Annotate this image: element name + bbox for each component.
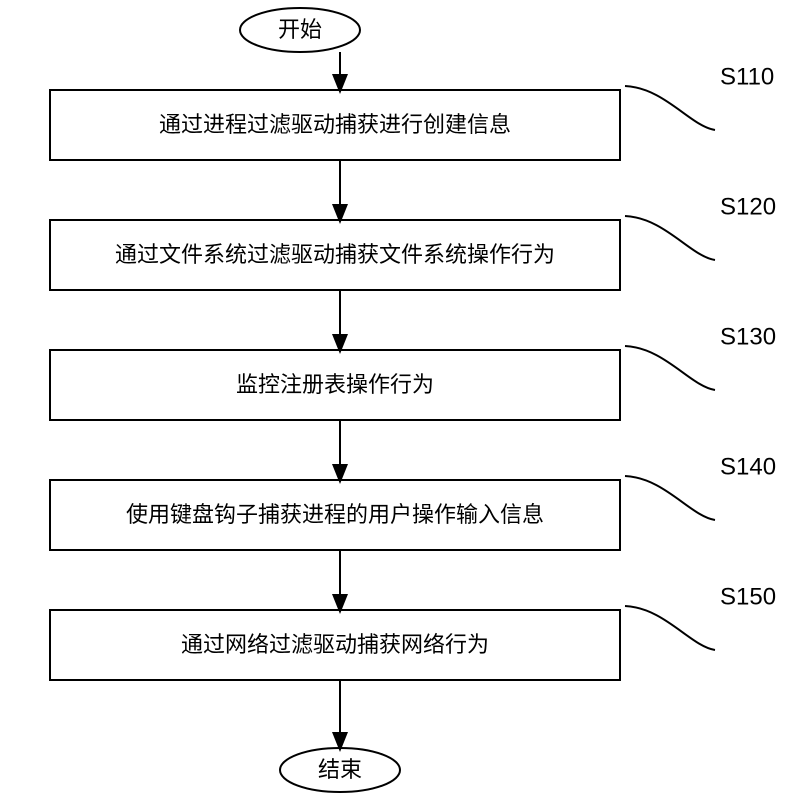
step-S140: 使用键盘钩子捕获进程的用户操作输入信息 — [50, 480, 620, 550]
step-text: 通过网络过滤驱动捕获网络行为 — [181, 632, 489, 657]
step-S120: 通过文件系统过滤驱动捕获文件系统操作行为 — [50, 220, 620, 290]
step-label-S110: S110 — [720, 63, 774, 90]
end-terminal-label: 结束 — [318, 757, 362, 782]
step-S110: 通过进程过滤驱动捕获进行创建信息 — [50, 90, 620, 160]
step-label-S140: S140 — [720, 453, 776, 480]
step-text: 通过进程过滤驱动捕获进行创建信息 — [159, 112, 511, 137]
step-label-S130: S130 — [720, 323, 776, 350]
step-text: 通过文件系统过滤驱动捕获文件系统操作行为 — [115, 242, 555, 267]
step-text: 使用键盘钩子捕获进程的用户操作输入信息 — [126, 502, 544, 527]
label-connector — [625, 476, 715, 520]
start-terminal-label: 开始 — [278, 17, 322, 42]
label-connector — [625, 216, 715, 260]
step-S130: 监控注册表操作行为 — [50, 350, 620, 420]
start-terminal: 开始 — [240, 8, 360, 52]
label-connector — [625, 606, 715, 650]
end-terminal: 结束 — [280, 748, 400, 792]
step-label-S120: S120 — [720, 193, 776, 220]
step-S150: 通过网络过滤驱动捕获网络行为 — [50, 610, 620, 680]
label-connector — [625, 346, 715, 390]
step-text: 监控注册表操作行为 — [236, 372, 434, 397]
step-label-S150: S150 — [720, 583, 776, 610]
label-connector — [625, 86, 715, 130]
